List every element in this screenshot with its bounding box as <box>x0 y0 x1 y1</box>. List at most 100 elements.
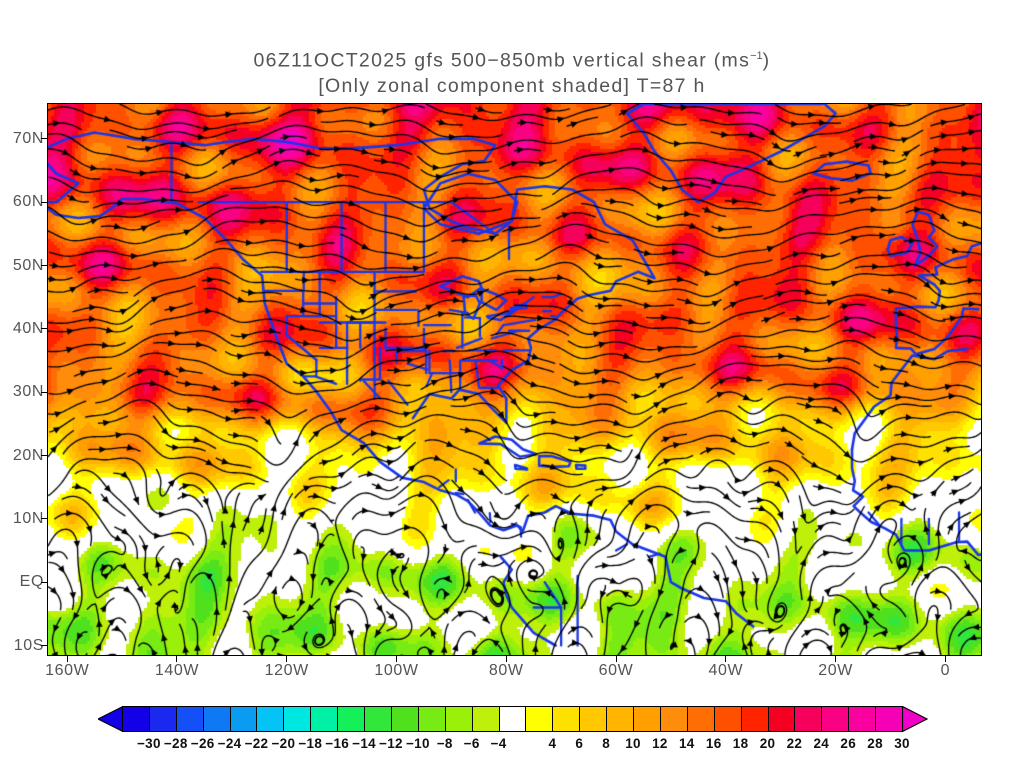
streamlines-canvas <box>48 104 981 655</box>
colorbar-swatch[interactable] <box>337 706 365 732</box>
y-axis-label: 50N <box>12 256 44 274</box>
colorbar-swatch[interactable] <box>256 706 284 732</box>
colorbar-swatch[interactable] <box>875 706 902 732</box>
x-tick-mark <box>615 656 617 662</box>
x-tick-mark <box>176 656 178 662</box>
y-axis-label: 40N <box>12 319 44 337</box>
colorbar-swatch[interactable] <box>390 706 418 732</box>
x-axis-label: 120W <box>264 662 309 679</box>
colorbar-tick-label: 14 <box>679 736 695 751</box>
units-exponent: −1 <box>750 50 763 62</box>
y-tick-mark <box>41 518 47 520</box>
colorbar-tick-label: −12 <box>379 736 403 751</box>
colorbar-swatch[interactable] <box>310 706 338 732</box>
colorbar-tick-label: −20 <box>271 736 296 751</box>
colorbar-swatch[interactable] <box>283 706 311 732</box>
colorbar-tick-label: −8 <box>436 736 453 751</box>
colorbar-swatch[interactable] <box>148 706 176 732</box>
y-axis-label: 10S <box>13 636 44 654</box>
y-tick-mark <box>41 138 47 140</box>
chart-title-block: 06Z11OCT2025 gfs 500−850mb vertical shea… <box>0 44 1024 99</box>
x-tick-mark <box>505 656 507 662</box>
x-tick-mark <box>286 656 288 662</box>
colorbar-swatch[interactable] <box>606 706 634 732</box>
x-axis-label: 100W <box>374 662 419 679</box>
colorbar-tick-label: 26 <box>840 736 857 751</box>
colorbar-tick-label: 22 <box>786 736 803 751</box>
colorbar-swatch[interactable] <box>848 706 876 732</box>
colorbar[interactable]: −30 −28 −26 −24 −22 −20 −18 −16 −14 −12 −10 −8 −6 −4 4… <box>98 706 928 751</box>
x-tick-mark <box>944 656 946 662</box>
colorbar-tick-label: −28 <box>163 736 188 751</box>
colorbar-swatch[interactable] <box>767 706 795 732</box>
x-axis-label: 160W <box>45 662 90 679</box>
colorbar-swatch[interactable] <box>659 706 687 732</box>
colorbar-swatch[interactable] <box>633 706 660 732</box>
colorbar-tick-label: 18 <box>732 736 749 751</box>
x-tick-mark <box>66 656 68 662</box>
x-axis-label: 80W <box>488 662 524 679</box>
y-tick-mark <box>41 265 47 266</box>
colorbar-swatch[interactable] <box>525 706 553 732</box>
y-axis-label: 70N <box>12 129 44 147</box>
colorbar-over-arrow <box>902 706 928 732</box>
colorbar-swatch[interactable] <box>175 706 203 732</box>
y-tick-mark <box>41 455 47 456</box>
colorbar-swatch[interactable] <box>202 706 230 732</box>
colorbar-tick-label: 28 <box>867 736 883 751</box>
x-tick-mark <box>835 656 837 662</box>
map-plot-area[interactable] <box>47 103 982 656</box>
y-tick-mark <box>41 581 47 583</box>
colorbar-tick-label: −26 <box>190 736 215 751</box>
colorbar-tick-label: −30 <box>136 736 161 751</box>
colorbar-tick-label: −18 <box>298 736 323 751</box>
y-axis-label: 20N <box>12 446 44 464</box>
title-line-1: 06Z11OCT2025 gfs 500−850mb vertical shea… <box>253 49 771 72</box>
y-tick-mark <box>41 328 47 330</box>
x-tick-mark <box>396 656 397 662</box>
y-axis-label: 30N <box>12 383 44 401</box>
x-axis-label: 0 <box>940 662 951 679</box>
y-tick-mark <box>41 201 47 203</box>
colorbar-swatch[interactable] <box>471 706 499 732</box>
x-axis-label: 60W <box>598 662 634 679</box>
title-line-2: [Only zonal component shaded] T=87 h <box>318 74 706 97</box>
colorbar-swatch[interactable] <box>552 706 580 732</box>
colorbar-swatch[interactable] <box>498 706 526 732</box>
x-axis-label: 20W <box>818 662 853 679</box>
colorbar-swatch[interactable] <box>364 706 391 732</box>
x-axis-label: 140W <box>154 662 200 679</box>
colorbar-swatch[interactable] <box>579 706 607 732</box>
y-axis-label: 60N <box>12 193 44 211</box>
colorbar-tick-label: −10 <box>405 736 430 751</box>
y-tick-mark <box>41 645 47 646</box>
colorbar-swatch[interactable] <box>444 706 472 732</box>
colorbar-swatch[interactable] <box>686 706 714 732</box>
colorbar-tick-label: 10 <box>625 736 641 751</box>
colorbar-tick-label: 20 <box>759 736 776 751</box>
colorbar-swatch[interactable] <box>229 706 257 732</box>
colorbar-tick-label: 30 <box>894 736 910 751</box>
y-axis-label: 10N <box>12 509 44 527</box>
colorbar-swatch[interactable] <box>417 706 445 732</box>
colorbar-swatch[interactable] <box>740 706 768 732</box>
colorbar-swatch[interactable] <box>122 706 149 732</box>
colorbar-tick-label: −24 <box>217 736 242 751</box>
colorbar-swatch[interactable] <box>794 706 822 732</box>
colorbar-swatch[interactable] <box>713 706 741 732</box>
colorbar-tick-label: −6 <box>463 736 480 751</box>
colorbar-tick-label: 4 <box>548 736 557 751</box>
colorbar-tick-label: 6 <box>575 736 584 751</box>
colorbar-tick-label: −22 <box>244 736 269 751</box>
y-tick-mark <box>41 391 47 393</box>
colorbar-swatch[interactable] <box>821 706 849 732</box>
colorbar-tick-label: 16 <box>705 736 722 751</box>
colorbar-tick-label: −16 <box>325 736 350 751</box>
colorbar-tick-label: 12 <box>652 736 668 751</box>
colorbar-tick-label: −14 <box>352 736 376 751</box>
y-axis-label: EQ <box>19 573 44 591</box>
x-axis-label: 40W <box>708 662 744 679</box>
x-tick-mark <box>725 656 727 662</box>
colorbar-tick-label: 8 <box>602 736 611 751</box>
